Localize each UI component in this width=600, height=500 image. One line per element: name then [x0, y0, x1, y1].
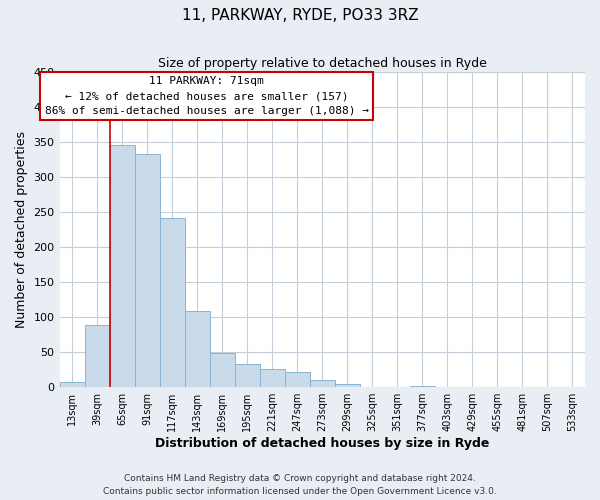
Bar	[285, 372, 310, 387]
Text: Contains HM Land Registry data © Crown copyright and database right 2024.
Contai: Contains HM Land Registry data © Crown c…	[103, 474, 497, 496]
X-axis label: Distribution of detached houses by size in Ryde: Distribution of detached houses by size …	[155, 437, 490, 450]
Text: 11 PARKWAY: 71sqm
← 12% of detached houses are smaller (157)
86% of semi-detache: 11 PARKWAY: 71sqm ← 12% of detached hous…	[44, 76, 368, 116]
Bar	[335, 384, 360, 387]
Bar	[310, 380, 335, 387]
Bar	[59, 382, 85, 387]
Bar	[85, 325, 110, 387]
Bar	[260, 369, 285, 387]
Y-axis label: Number of detached properties: Number of detached properties	[15, 131, 28, 328]
Bar	[235, 364, 260, 387]
Bar	[160, 218, 185, 387]
Bar	[560, 386, 585, 387]
Text: 11, PARKWAY, RYDE, PO33 3RZ: 11, PARKWAY, RYDE, PO33 3RZ	[182, 8, 418, 22]
Bar	[209, 353, 235, 387]
Bar	[110, 146, 134, 387]
Bar	[185, 312, 209, 387]
Title: Size of property relative to detached houses in Ryde: Size of property relative to detached ho…	[158, 58, 487, 70]
Bar	[410, 386, 435, 387]
Bar	[134, 154, 160, 387]
